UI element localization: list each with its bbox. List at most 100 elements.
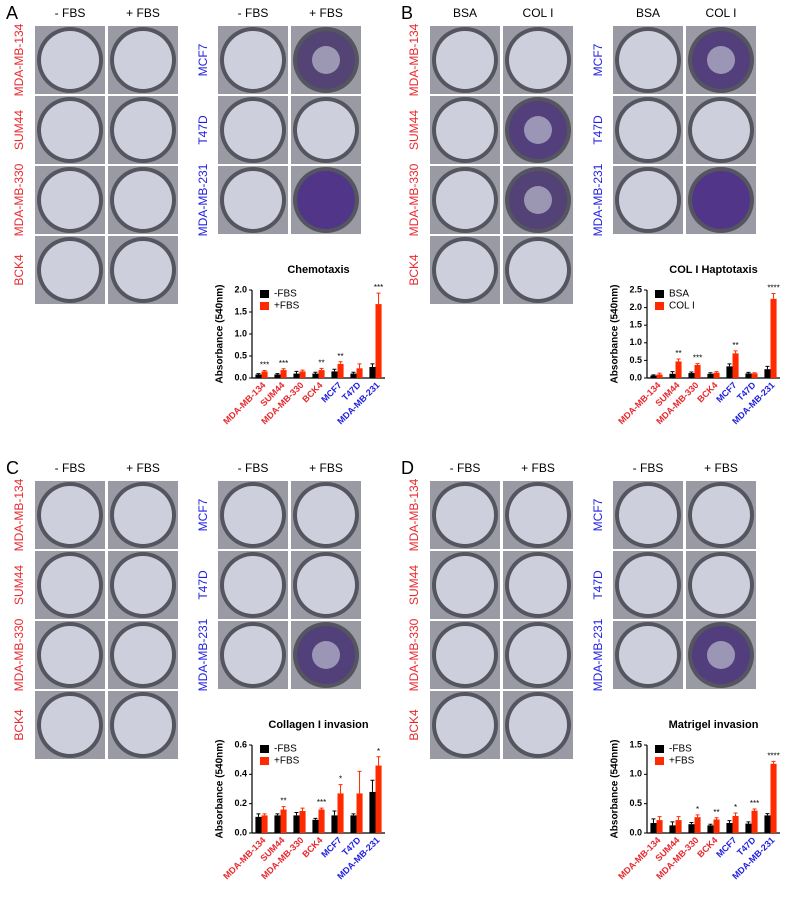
well-membrane xyxy=(114,241,172,299)
error-bar xyxy=(695,363,700,365)
bar xyxy=(312,373,319,378)
bar xyxy=(726,823,733,833)
bar xyxy=(688,373,695,378)
legend-label: +FBS xyxy=(274,301,300,312)
error-bar xyxy=(765,813,770,816)
row-label: MDA-MB-134 xyxy=(12,478,26,551)
error-bar xyxy=(765,365,770,370)
well-membrane xyxy=(41,626,99,684)
error-bar xyxy=(370,779,375,792)
row-label: MCF7 xyxy=(591,43,605,76)
bar xyxy=(656,374,663,378)
error-bar xyxy=(746,371,751,374)
column-label: - FBS xyxy=(55,461,86,475)
well-membrane xyxy=(619,31,677,89)
x-tick-label: BCK4 xyxy=(300,380,324,404)
row-label: BCK4 xyxy=(12,709,26,741)
error-bar xyxy=(771,293,776,299)
well-membrane xyxy=(114,101,172,159)
well-membrane xyxy=(619,486,677,544)
legend-swatch xyxy=(655,757,664,765)
error-bar xyxy=(357,363,362,369)
bar xyxy=(770,763,777,833)
bar xyxy=(751,373,758,378)
significance: *** xyxy=(260,361,269,370)
well-membrane xyxy=(114,486,172,544)
y-axis-label: Absorbance (540nm) xyxy=(610,285,621,384)
chart-title: Chemotaxis xyxy=(287,264,349,276)
well-membrane xyxy=(692,486,750,544)
well-membrane xyxy=(297,171,355,229)
well-membrane xyxy=(41,696,99,754)
column-label: + FBS xyxy=(309,461,343,475)
well-membrane xyxy=(436,31,494,89)
error-bar xyxy=(294,370,299,374)
bar xyxy=(369,791,376,833)
column-label: - FBS xyxy=(238,6,269,20)
row-label: MDA-MB-134 xyxy=(407,478,421,551)
y-axis-label: Absorbance (540nm) xyxy=(610,740,621,839)
bar xyxy=(675,361,682,378)
y-tick-label: 0.0 xyxy=(234,827,247,837)
x-tick-label: MCF7 xyxy=(319,380,343,404)
column-label: + FBS xyxy=(309,6,343,20)
error-bar xyxy=(689,371,694,374)
legend-swatch xyxy=(260,290,269,298)
significance: *** xyxy=(693,354,702,363)
legend-label: -FBS xyxy=(274,289,297,300)
error-bar xyxy=(657,372,662,375)
x-tick-label: MCF7 xyxy=(714,380,738,404)
row-label: SUM44 xyxy=(12,110,26,150)
error-bar xyxy=(676,816,681,821)
row-label: SUM44 xyxy=(407,110,421,150)
y-axis-label: Absorbance (540nm) xyxy=(215,740,226,839)
row-label: T47D xyxy=(196,115,210,145)
well-membrane xyxy=(41,101,99,159)
y-tick-label: 0.4 xyxy=(234,769,247,779)
bar xyxy=(732,815,739,833)
well-membrane xyxy=(619,171,677,229)
bar xyxy=(764,815,771,833)
row-label: MDA-MB-330 xyxy=(407,163,421,236)
row-label: MDA-MB-231 xyxy=(196,163,210,236)
significance: * xyxy=(377,747,380,756)
column-label: + FBS xyxy=(126,461,160,475)
error-bar xyxy=(370,363,375,367)
error-bar xyxy=(319,807,324,810)
bar xyxy=(669,373,676,378)
error-bar xyxy=(695,814,700,818)
bar xyxy=(375,304,382,378)
error-bar xyxy=(670,371,675,374)
bar xyxy=(707,825,714,833)
significance: *** xyxy=(750,799,759,808)
significance: **** xyxy=(767,284,779,293)
panel-letter: B xyxy=(401,3,413,23)
y-tick-label: 2.0 xyxy=(234,284,247,294)
column-label: - FBS xyxy=(633,461,664,475)
error-bar xyxy=(714,371,719,373)
y-axis-label: Absorbance (540nm) xyxy=(215,285,226,384)
bar xyxy=(726,366,733,378)
x-tick-label: MCF7 xyxy=(319,835,343,859)
significance: **** xyxy=(767,752,779,761)
bar xyxy=(694,364,701,378)
error-bar xyxy=(689,821,694,825)
error-bar xyxy=(752,372,757,374)
bar xyxy=(350,815,357,833)
bar xyxy=(331,815,338,833)
chart-title: COL I Haptotaxis xyxy=(669,264,757,276)
y-tick-label: 0.2 xyxy=(234,798,247,808)
error-bar xyxy=(752,808,757,811)
error-bar xyxy=(256,373,261,375)
error-bar xyxy=(338,361,343,364)
well-membrane xyxy=(436,626,494,684)
bar xyxy=(688,824,695,833)
bar xyxy=(707,373,714,378)
error-bar xyxy=(651,374,656,376)
bar xyxy=(337,363,344,378)
well-membrane xyxy=(224,101,282,159)
bar xyxy=(312,819,319,833)
legend-label: COL I xyxy=(669,301,695,312)
error-bar xyxy=(708,372,713,374)
significance: *** xyxy=(317,798,326,807)
